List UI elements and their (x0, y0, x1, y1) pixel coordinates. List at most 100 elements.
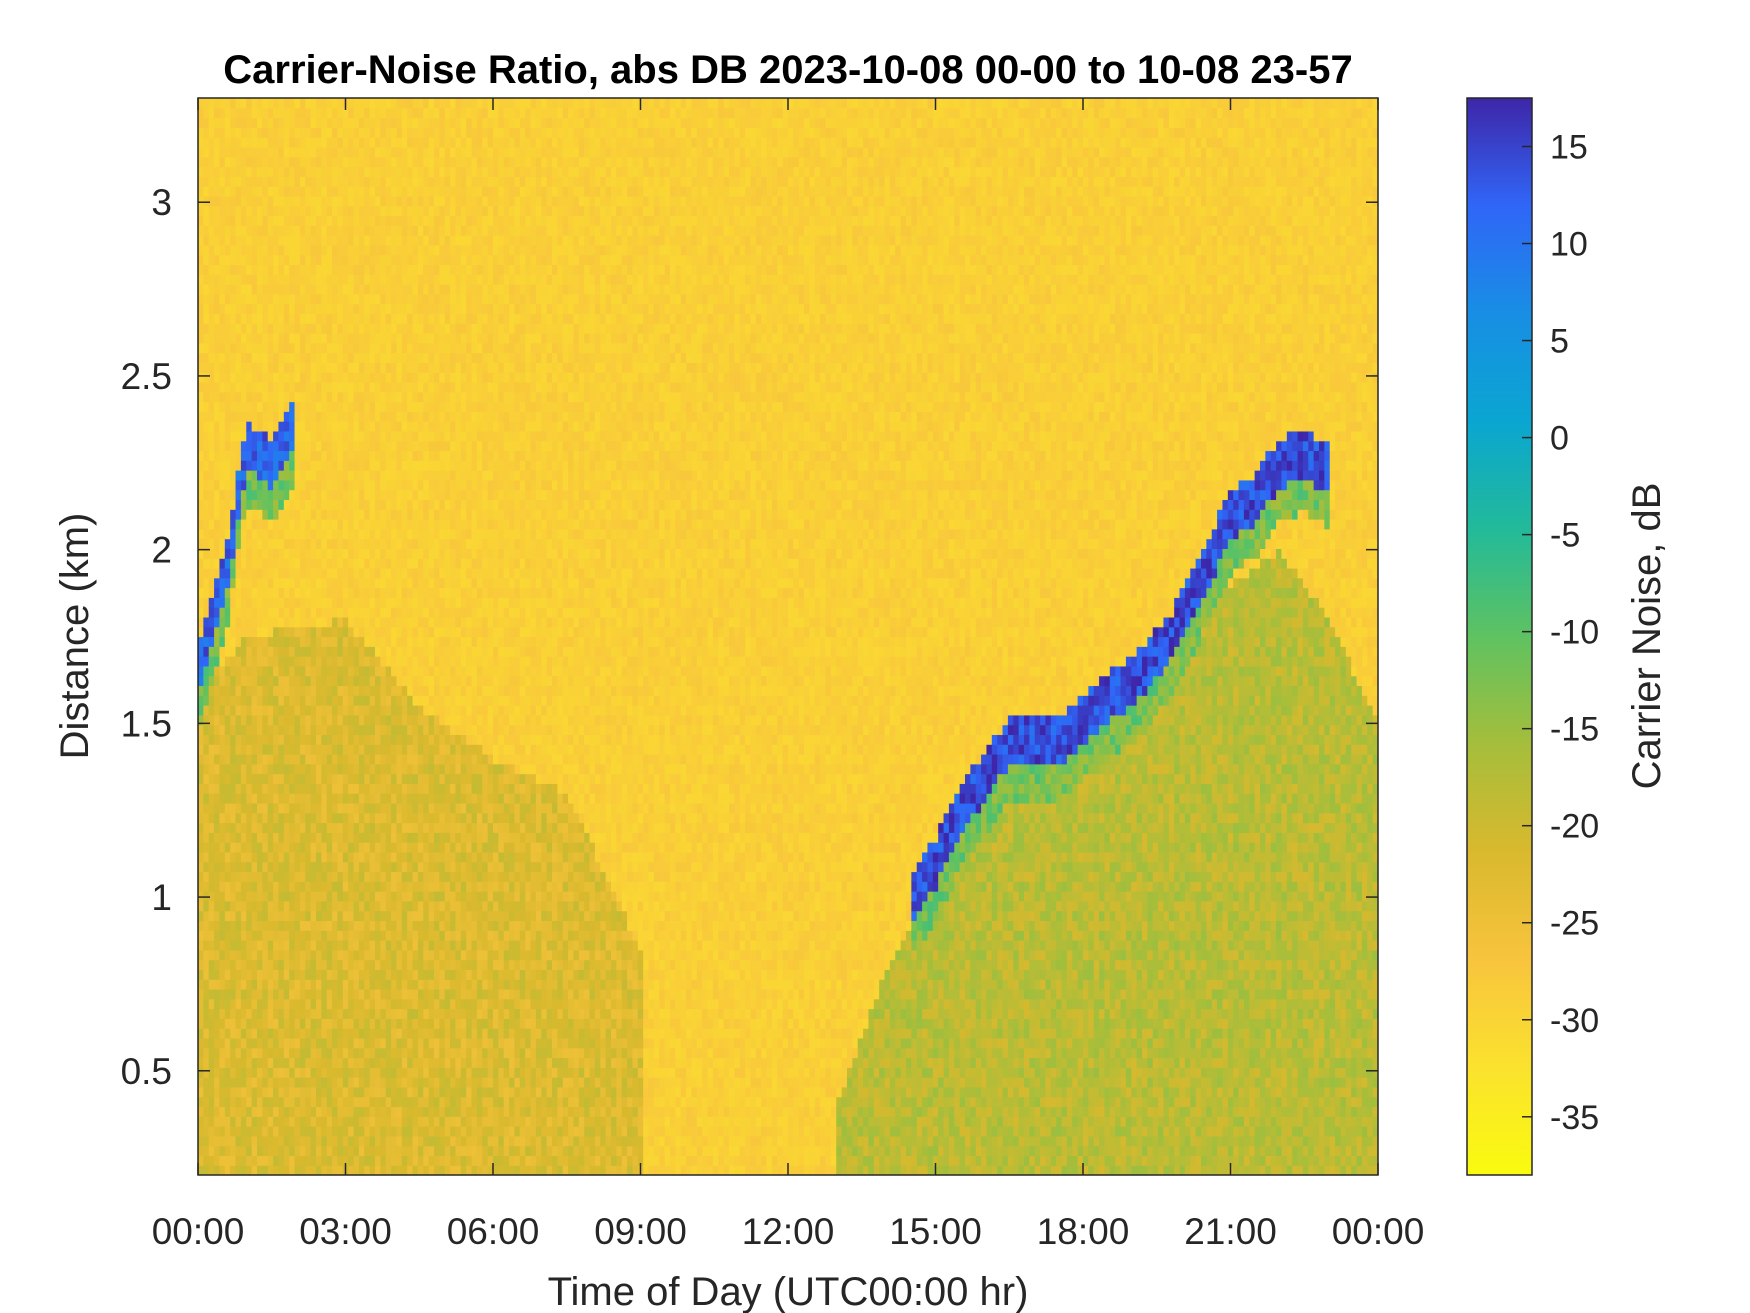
heatmap-cell (300, 206, 306, 216)
heatmap-cell (359, 881, 365, 891)
heatmap-cell (273, 323, 279, 333)
heatmap-cell (407, 411, 413, 421)
heatmap-cell (348, 490, 354, 500)
heatmap-cell (375, 353, 381, 363)
heatmap-cell (219, 783, 225, 793)
heatmap-cell (370, 803, 376, 813)
heatmap-cell (305, 646, 311, 656)
heatmap-cell (321, 460, 327, 470)
heatmap-cell (413, 1165, 419, 1175)
heatmap-cell (284, 264, 290, 274)
heatmap-cell (418, 382, 424, 392)
heatmap-cell (413, 1058, 419, 1068)
heatmap-cell (252, 264, 258, 274)
heatmap-cell (359, 979, 365, 989)
heatmap-cell (252, 999, 258, 1009)
heatmap-cell (396, 764, 402, 774)
heatmap-cell (219, 695, 225, 705)
heatmap-cell (230, 490, 236, 500)
heatmap-cell (375, 215, 381, 225)
heatmap-cell (321, 676, 327, 686)
heatmap-cell (332, 450, 338, 460)
heatmap-cell (289, 225, 295, 235)
heatmap-cell (311, 509, 317, 519)
heatmap-cell (316, 98, 322, 108)
heatmap-cell (354, 754, 360, 764)
heatmap-cell (364, 382, 370, 392)
heatmap-cell (230, 695, 236, 705)
heatmap-cell (300, 529, 306, 539)
heatmap-cell (246, 313, 252, 323)
heatmap-cell (241, 490, 247, 500)
heatmap-cell (257, 813, 263, 823)
heatmap-cell (434, 901, 440, 911)
heatmap-cell (364, 392, 370, 402)
heatmap-cell (273, 509, 279, 519)
heatmap-cell (375, 960, 381, 970)
heatmap-cell (209, 656, 215, 666)
heatmap-cell (268, 402, 274, 412)
heatmap-cell (354, 793, 360, 803)
heatmap-cell (241, 529, 247, 539)
heatmap-cell (219, 509, 225, 519)
heatmap-cell (423, 1087, 429, 1097)
heatmap-cell (316, 1028, 322, 1038)
heatmap-cell (327, 490, 333, 500)
heatmap-cell (225, 1009, 231, 1019)
heatmap-cell (380, 803, 386, 813)
heatmap-cell (418, 323, 424, 333)
heatmap-cell (407, 1126, 413, 1136)
heatmap-cell (225, 1077, 231, 1087)
heatmap-cell (284, 509, 290, 519)
heatmap-cell (391, 666, 397, 676)
heatmap-cell (423, 862, 429, 872)
heatmap-cell (354, 215, 360, 225)
heatmap-cell (209, 803, 215, 813)
heatmap-cell (236, 1067, 242, 1077)
heatmap-cell (407, 1077, 413, 1087)
heatmap-cell (278, 539, 284, 549)
heatmap-cell (305, 813, 311, 823)
heatmap-cell (337, 1155, 343, 1165)
heatmap-cell (327, 627, 333, 637)
heatmap-cell (295, 245, 301, 255)
heatmap-cell (236, 137, 242, 147)
heatmap-cell (295, 646, 301, 656)
heatmap-cell (386, 930, 392, 940)
heatmap-cell (348, 862, 354, 872)
heatmap-cell (354, 1146, 360, 1156)
heatmap-cell (236, 1155, 242, 1165)
heatmap-cell (246, 519, 252, 529)
heatmap-cell (413, 1155, 419, 1165)
heatmap-cell (434, 167, 440, 177)
heatmap-cell (391, 1038, 397, 1048)
heatmap-cell (332, 568, 338, 578)
heatmap-cell (391, 137, 397, 147)
heatmap-cell (289, 979, 295, 989)
heatmap-cell (203, 558, 209, 568)
heatmap-cell (402, 1028, 408, 1038)
heatmap-cell (332, 1087, 338, 1097)
heatmap-cell (375, 783, 381, 793)
heatmap-cell (236, 509, 242, 519)
heatmap-cell (230, 372, 236, 382)
heatmap-cell (413, 783, 419, 793)
heatmap-cell (300, 568, 306, 578)
heatmap-cell (370, 881, 376, 891)
heatmap-cell (359, 862, 365, 872)
heatmap-cell (370, 1097, 376, 1107)
heatmap-cell (278, 1038, 284, 1048)
heatmap-cell (407, 813, 413, 823)
heatmap-cell (225, 969, 231, 979)
heatmap-cell (262, 783, 268, 793)
heatmap-cell (407, 1028, 413, 1038)
heatmap-cell (198, 499, 204, 509)
heatmap-cell (236, 1126, 242, 1136)
heatmap-cell (203, 108, 209, 118)
heatmap-cell (268, 127, 274, 137)
heatmap-cell (225, 1126, 231, 1136)
heatmap-cell (321, 911, 327, 921)
heatmap-cell (343, 313, 349, 323)
heatmap-cell (327, 1067, 333, 1077)
heatmap-cell (268, 529, 274, 539)
